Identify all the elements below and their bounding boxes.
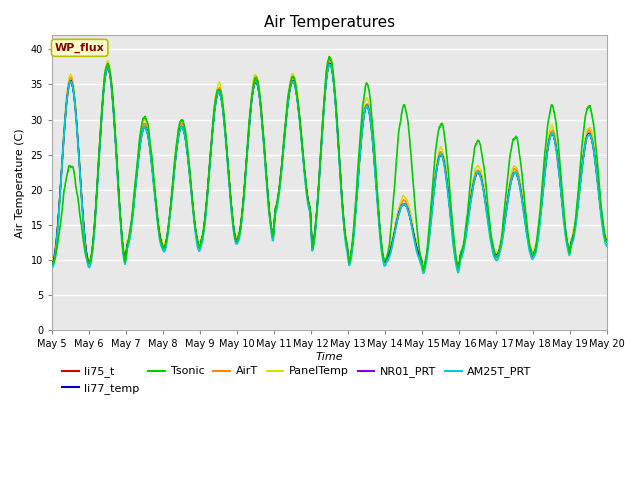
- Text: WP_flux: WP_flux: [55, 43, 104, 53]
- Y-axis label: Air Temperature (C): Air Temperature (C): [15, 128, 25, 238]
- X-axis label: Time: Time: [316, 352, 344, 362]
- Legend: li75_t, li77_temp, Tsonic, AirT, PanelTemp, NR01_PRT, AM25T_PRT: li75_t, li77_temp, Tsonic, AirT, PanelTe…: [58, 362, 536, 398]
- Title: Air Temperatures: Air Temperatures: [264, 15, 395, 30]
